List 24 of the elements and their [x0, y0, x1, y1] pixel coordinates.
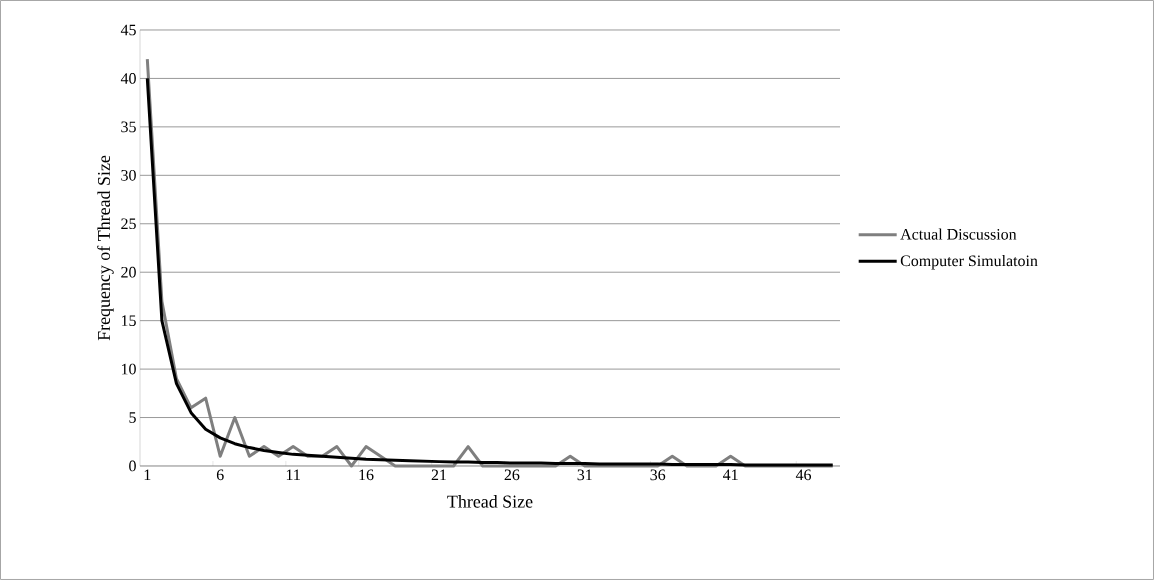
y-tick-label: 20: [121, 266, 136, 278]
y-tick-label: 15: [121, 315, 136, 326]
x-tick-label: 31: [577, 469, 592, 481]
y-tick-label: 5: [129, 412, 136, 423]
y-tick-label: 35: [121, 121, 136, 133]
x-tick-label: 41: [722, 469, 738, 481]
x-tick-label: 21: [431, 469, 446, 481]
x-tick-label: 36: [650, 469, 666, 481]
x-tick-label: 46: [795, 469, 812, 481]
x-tick-label: 16: [359, 469, 374, 481]
y-tick-label: 40: [120, 73, 136, 84]
y-tick-label: 0: [129, 460, 136, 472]
legend-label: Computer Simulatoin: [900, 254, 1038, 270]
x-tick-label: 26: [504, 469, 520, 481]
x-tick-label: 1: [144, 469, 151, 481]
y-tick-label: 10: [121, 363, 136, 375]
y-tick-label: 45: [120, 24, 136, 36]
x-tick-label: 11: [286, 469, 300, 481]
x-axis-title: Thread Size: [447, 495, 533, 508]
y-tick-label: 30: [121, 169, 136, 181]
y-tick-label: 25: [121, 218, 136, 230]
legend-label: Actual Discussion: [900, 228, 1017, 240]
x-tick-label: 6: [216, 469, 224, 481]
y-axis-title: Frequency of Thread Size: [97, 155, 114, 341]
